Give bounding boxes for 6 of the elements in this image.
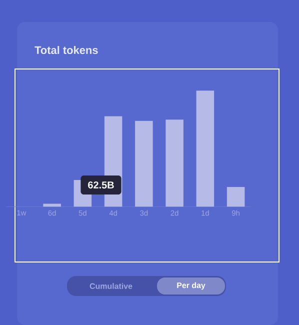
- chart-title: Total tokens: [34, 46, 98, 54]
- bar: [135, 120, 153, 207]
- bar: [166, 120, 184, 207]
- bar: [196, 90, 214, 207]
- annotation: 62.5B: [88, 181, 114, 189]
- bar: [226, 186, 245, 207]
